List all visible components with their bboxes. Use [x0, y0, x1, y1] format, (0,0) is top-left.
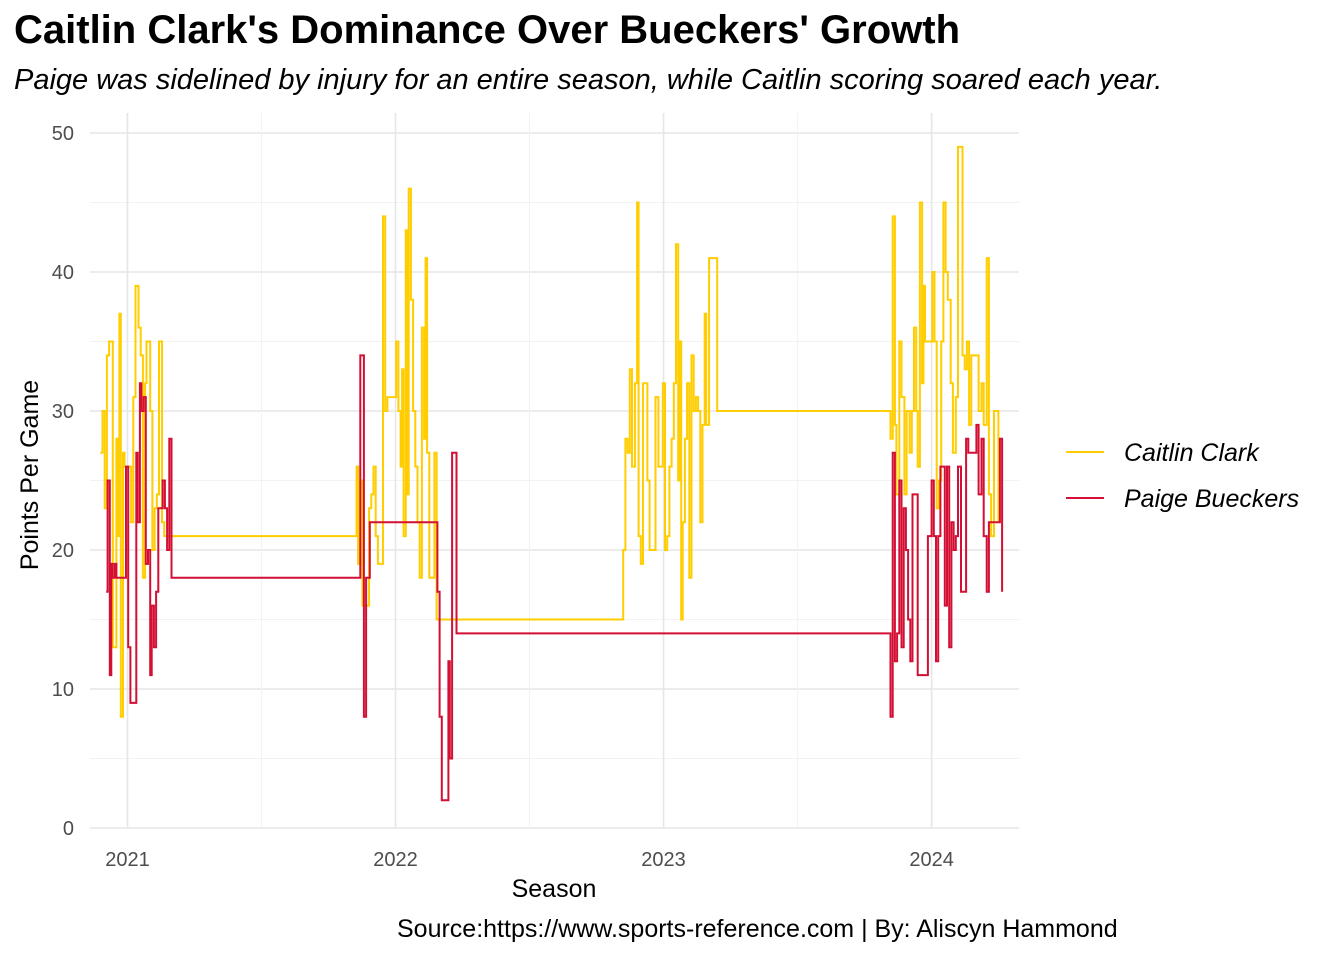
y-tick-label: 30 — [52, 401, 74, 423]
y-axis-ticks: 0 10 20 30 40 50 — [52, 123, 74, 840]
x-tick-label: 2024 — [909, 849, 954, 871]
y-tick-label: 50 — [52, 123, 74, 145]
y-tick-label: 0 — [63, 818, 74, 840]
series-lines — [100, 145, 1004, 802]
legend-label: Caitlin Clark — [1124, 439, 1260, 467]
x-tick-label: 2021 — [105, 849, 150, 871]
y-tick-label: 10 — [52, 679, 74, 701]
legend: Caitlin Clark Paige Bueckers — [1066, 439, 1299, 513]
y-tick-label: 20 — [52, 540, 74, 562]
series-line-2 — [106, 354, 1004, 802]
y-axis-title: Points Per Game — [16, 380, 44, 570]
series-line-1 — [100, 145, 1000, 718]
grid-lines — [90, 113, 1019, 829]
x-axis-title: Season — [512, 875, 597, 903]
x-tick-label: 2022 — [373, 849, 418, 871]
x-tick-label: 2023 — [641, 849, 686, 871]
x-axis-ticks: 2021 2022 2023 2024 — [105, 849, 954, 871]
chart-title: Caitlin Clark's Dominance Over Bueckers'… — [14, 8, 960, 52]
legend-label: Paige Bueckers — [1124, 485, 1299, 513]
y-tick-label: 40 — [52, 262, 74, 284]
chart-subtitle: Paige was sidelined by injury for an ent… — [14, 64, 1163, 96]
chart-caption: Source:https://www.sports-reference.com … — [397, 915, 1118, 943]
